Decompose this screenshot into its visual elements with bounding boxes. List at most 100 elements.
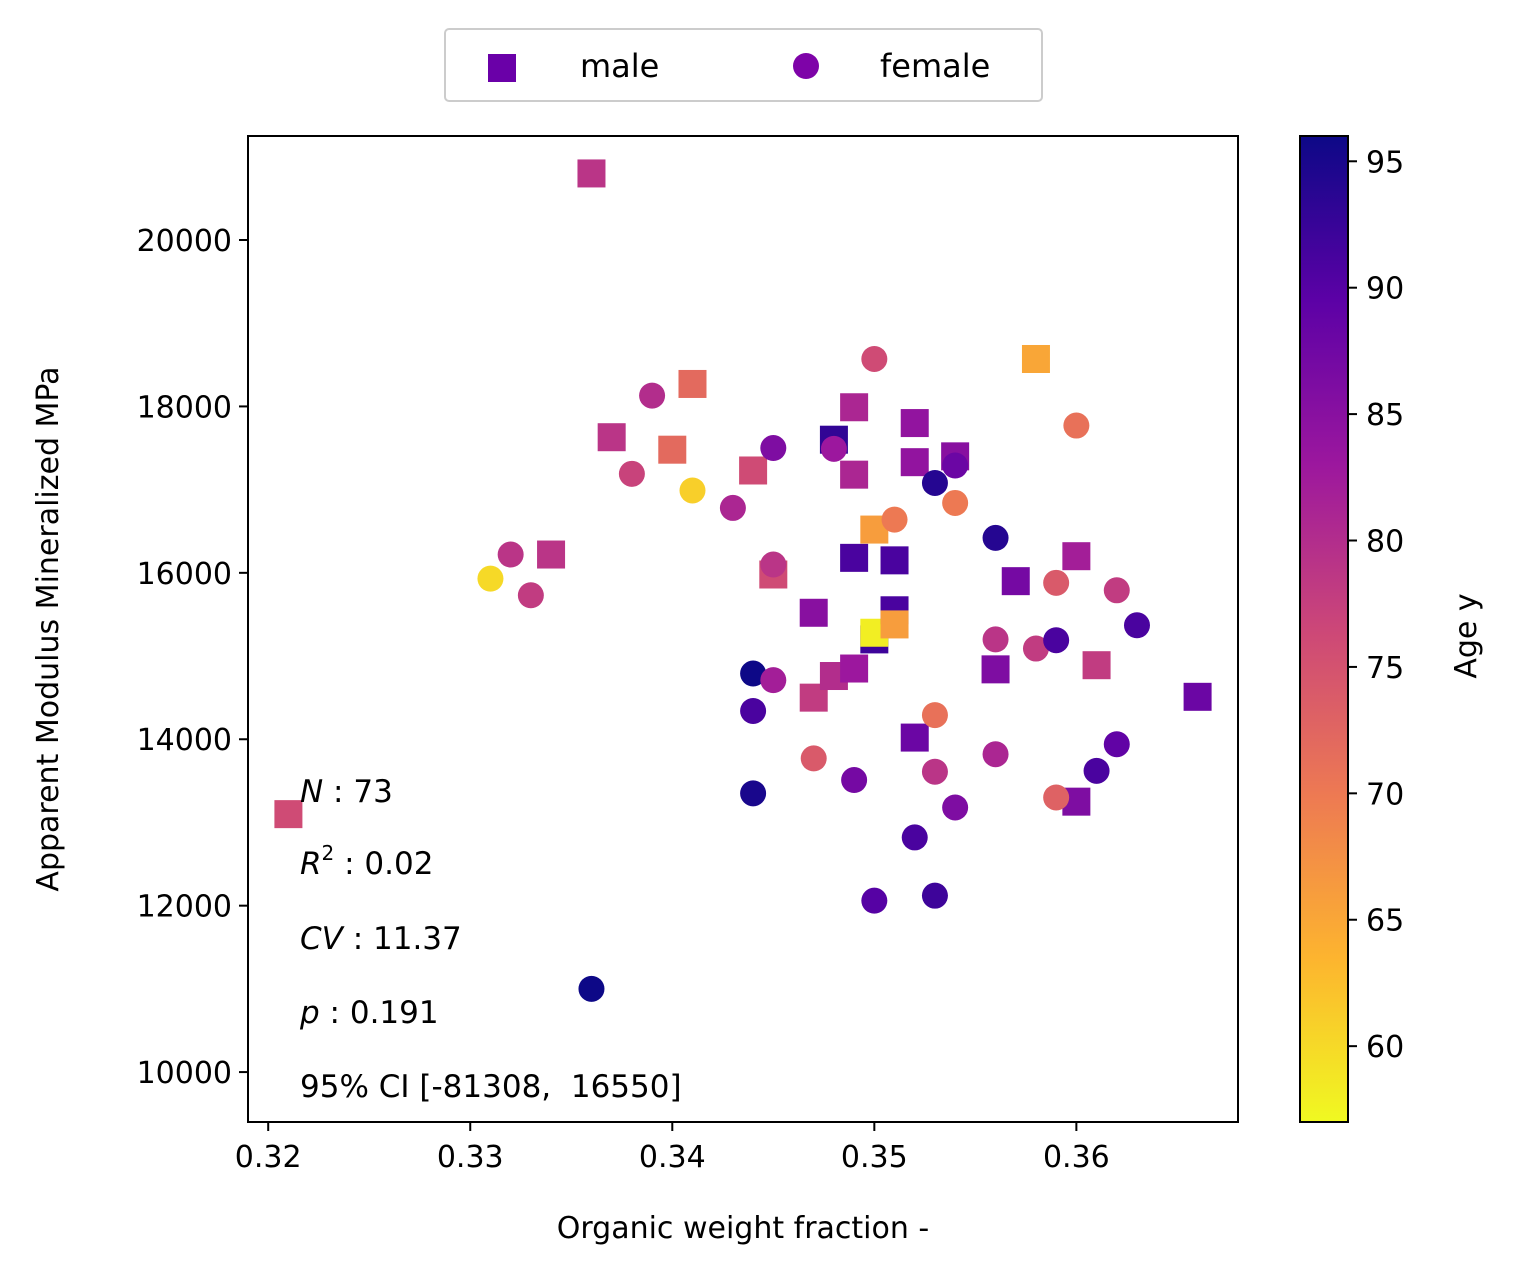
stat-n-value: : 73: [323, 774, 393, 810]
male-point: [900, 448, 929, 477]
female-point: [861, 887, 888, 914]
female-point: [639, 382, 666, 409]
female-point: [618, 460, 645, 487]
female-point: [1043, 569, 1070, 596]
female-point: [760, 667, 787, 694]
female-point: [477, 565, 504, 592]
stat-p: p : 0.191: [299, 995, 439, 1031]
stat-r2-value: : 0.02: [334, 846, 433, 882]
female-point: [881, 506, 908, 533]
colorbar-gradient: [1299, 135, 1349, 1123]
female-point: [740, 697, 767, 724]
female-point: [921, 758, 948, 785]
female-point: [921, 469, 948, 496]
female-point: [1043, 784, 1070, 811]
male-point: [981, 655, 1010, 684]
colorbar-title: Age y: [1449, 593, 1484, 678]
x-axis-title: Organic weight fraction -: [557, 1211, 930, 1246]
scatter-points: [274, 159, 1212, 1002]
female-point: [982, 524, 1009, 551]
x-tick-label: 0.35: [841, 1140, 908, 1175]
male-point: [537, 540, 566, 569]
legend-female-marker: [793, 53, 819, 79]
colorbar-tick-label: 60: [1366, 1030, 1404, 1065]
y-tick-label: 18000: [137, 390, 232, 425]
stats-annotations: N : 73 R2 : 0.02 CV : 11.37 p : 0.191 95…: [299, 774, 682, 1105]
x-tick-label: 0.36: [1043, 1140, 1110, 1175]
female-point: [942, 452, 969, 479]
colorbar-tick-label: 90: [1366, 272, 1404, 307]
legend-frame: [444, 28, 1043, 102]
male-point: [840, 654, 869, 683]
y-tick-label: 16000: [137, 557, 232, 592]
male-point: [1001, 567, 1030, 596]
y-tick-label: 14000: [137, 723, 232, 758]
female-point: [1103, 731, 1130, 758]
y-axis: 10000 12000 14000 16000 18000 20000: [137, 224, 248, 1091]
male-point: [880, 610, 909, 639]
female-point: [578, 975, 605, 1002]
female-point: [921, 702, 948, 729]
legend-male-label: male: [580, 47, 659, 85]
male-point: [739, 456, 768, 485]
male-point: [678, 369, 707, 398]
female-point: [820, 435, 847, 462]
male-point: [799, 598, 828, 627]
female-point: [760, 435, 787, 462]
male-point: [840, 460, 869, 489]
x-tick-label: 0.34: [639, 1140, 706, 1175]
female-point: [719, 494, 746, 521]
stat-cv: CV : 11.37: [300, 921, 462, 957]
female-point: [1063, 412, 1090, 439]
female-point: [901, 824, 928, 851]
colorbar: 60 65 70 75 80 85 90 95 Age y: [1299, 135, 1484, 1123]
colorbar-ticks: 60 65 70 75 80 85 90 95: [1348, 145, 1404, 1065]
stat-r2-superscript: 2: [322, 841, 335, 865]
stat-n: N : 73: [300, 774, 393, 810]
male-point: [1021, 344, 1050, 373]
male-point: [597, 423, 626, 452]
stat-cv-symbol: CV: [300, 921, 346, 957]
male-point: [658, 435, 687, 464]
female-point: [982, 626, 1009, 653]
female-point: [1083, 757, 1110, 784]
female-point: [921, 882, 948, 909]
female-point: [942, 489, 969, 516]
y-axis-title: Apparent Modulus Mineralized MPa: [31, 366, 66, 891]
female-point: [740, 780, 767, 807]
stat-p-symbol: p: [299, 995, 320, 1031]
stat-cv-value: : 11.37: [343, 921, 462, 957]
colorbar-tick-label: 75: [1366, 651, 1404, 686]
legend-female-label: female: [880, 47, 990, 85]
female-point: [942, 794, 969, 821]
female-point: [497, 541, 524, 568]
male-point: [274, 800, 303, 829]
male-point: [840, 543, 869, 572]
female-point: [1043, 627, 1070, 654]
stat-n-symbol: N: [300, 774, 323, 810]
male-point: [900, 723, 929, 752]
colorbar-tick-label: 65: [1366, 904, 1404, 939]
x-axis: 0.32 0.33 0.34 0.35 0.36: [235, 1122, 1110, 1175]
y-tick-label: 20000: [137, 224, 232, 259]
legend: male female: [444, 28, 1043, 102]
female-point: [982, 741, 1009, 768]
female-point: [841, 767, 868, 794]
stat-ci: 95% CI [-81308, 16550]: [300, 1069, 682, 1105]
x-tick-label: 0.33: [437, 1140, 504, 1175]
female-point: [861, 345, 888, 372]
legend-male-marker: [488, 54, 516, 82]
female-point: [800, 745, 827, 772]
stat-r2: R2 : 0.02: [300, 841, 433, 882]
male-point: [1082, 651, 1111, 680]
colorbar-tick-label: 80: [1366, 525, 1404, 560]
male-point: [577, 159, 606, 188]
x-tick-label: 0.32: [235, 1140, 302, 1175]
female-point: [740, 660, 767, 687]
female-point: [1123, 612, 1150, 639]
y-tick-label: 12000: [137, 890, 232, 925]
plot-frame: [247, 135, 1239, 1123]
male-point: [880, 546, 909, 575]
